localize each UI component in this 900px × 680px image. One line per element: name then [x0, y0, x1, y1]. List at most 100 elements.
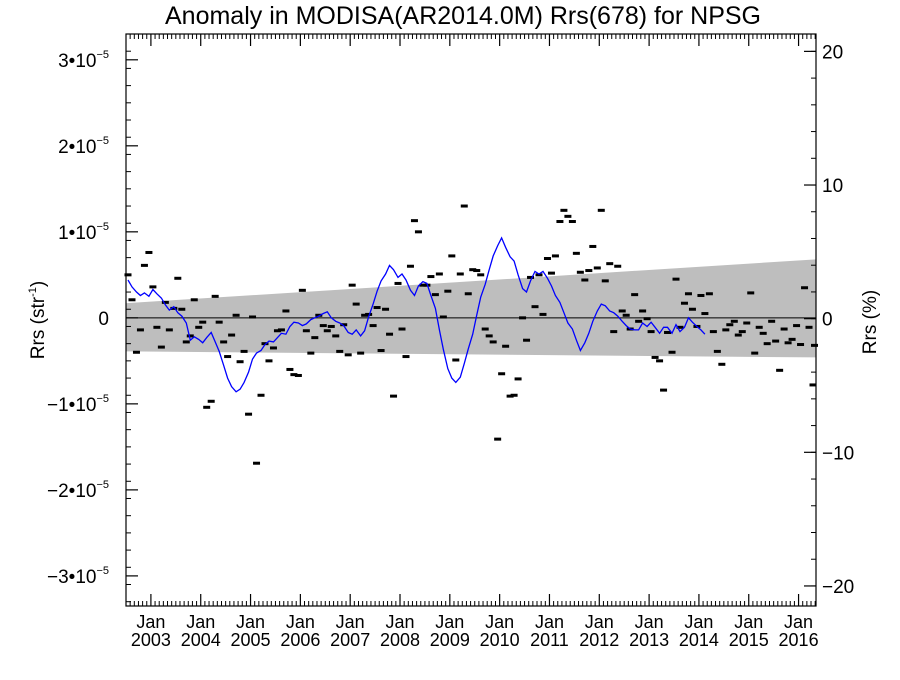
anomaly-point	[701, 312, 709, 316]
anomaly-point	[680, 301, 688, 305]
anomaly-point	[506, 394, 514, 398]
anomaly-point	[161, 300, 169, 304]
x-tick-label-year: 2003	[131, 630, 171, 650]
anomaly-point	[585, 269, 593, 273]
anomaly-point	[788, 337, 796, 341]
anomaly-point	[452, 358, 460, 362]
anomaly-point	[639, 309, 647, 313]
anomaly-point	[344, 353, 352, 357]
anomaly-point	[564, 214, 572, 218]
right-tick-label: 10	[822, 176, 843, 197]
anomaly-point	[622, 313, 630, 317]
anomaly-point	[793, 324, 801, 328]
anomaly-point	[805, 325, 813, 329]
anomaly-point	[357, 351, 365, 355]
anomaly-point	[386, 332, 394, 336]
x-tick-label-month: Jan	[784, 612, 813, 632]
anomaly-point	[373, 306, 381, 310]
x-tick-label-year: 2015	[729, 630, 769, 650]
left-tick-label: −1•10−5	[47, 393, 109, 416]
anomaly-point	[535, 273, 543, 277]
anomaly-point	[273, 329, 281, 333]
anomaly-point	[597, 208, 605, 212]
anomaly-point	[780, 327, 788, 331]
anomaly-point	[307, 351, 315, 355]
anomaly-point	[311, 336, 319, 340]
anomaly-point	[614, 264, 622, 268]
anomaly-point	[743, 321, 751, 325]
anomaly-point	[402, 355, 410, 359]
anomaly-point	[199, 320, 207, 324]
anomaly-point	[410, 219, 418, 223]
anomaly-point	[140, 263, 148, 267]
anomaly-point	[228, 333, 236, 337]
anomaly-point	[215, 320, 223, 324]
anomaly-point	[527, 275, 535, 279]
anomaly-point	[195, 325, 203, 329]
anomaly-point	[427, 275, 435, 279]
x-tick-label-year: 2005	[231, 630, 271, 650]
anomaly-point	[132, 350, 140, 354]
anomaly-point	[240, 349, 248, 353]
anomaly-point	[684, 292, 692, 296]
anomaly-point	[157, 345, 165, 349]
anomaly-point	[186, 334, 194, 338]
anomaly-point	[489, 340, 497, 344]
anomaly-point	[382, 307, 390, 311]
anomaly-point	[510, 393, 518, 397]
anomaly-point	[697, 293, 705, 297]
anomaly-point	[439, 315, 447, 319]
anomaly-point	[801, 286, 809, 290]
left-axis: 3•10−5 2•10−5 1•10−5 0 −1•10−5 −2•10−5 −3•10−5	[47, 49, 138, 603]
anomaly-point	[352, 302, 360, 306]
x-tick-label-year: 2012	[579, 630, 619, 650]
anomaly-point	[543, 256, 551, 260]
anomaly-point	[709, 330, 717, 334]
anomaly-point	[738, 330, 746, 334]
anomaly-point	[514, 377, 522, 381]
anomaly-point	[361, 313, 369, 317]
anomaly-point	[340, 323, 348, 327]
anomaly-point	[460, 204, 468, 208]
x-tick-label-month: Jan	[734, 612, 763, 632]
anomaly-point	[568, 220, 576, 224]
anomaly-point	[610, 330, 618, 334]
anomaly-point	[332, 334, 340, 338]
x-tick-label-year: 2016	[779, 630, 819, 650]
anomaly-point	[456, 272, 464, 276]
anomaly-point	[635, 319, 643, 323]
x-tick-label-month: Jan	[385, 612, 414, 632]
anomaly-point	[224, 355, 232, 359]
anomaly-point	[464, 292, 472, 296]
x-tick-label-year: 2010	[480, 630, 520, 650]
anomaly-point	[672, 277, 680, 281]
anomaly-point	[551, 254, 559, 258]
anomaly-point	[286, 367, 294, 371]
anomaly-point	[556, 220, 564, 224]
anomaly-point	[431, 293, 439, 297]
left-tick-label: −2•10−5	[47, 479, 109, 502]
anomaly-point	[369, 324, 377, 328]
x-tick-label-month: Jan	[435, 612, 464, 632]
anomaly-point	[298, 288, 306, 292]
anomaly-point	[327, 324, 335, 328]
anomaly-point	[656, 359, 664, 363]
anomaly-point	[751, 351, 759, 355]
anomaly-point	[269, 346, 277, 350]
anomaly-point	[660, 388, 668, 392]
left-tick-label: 2•10−5	[58, 135, 109, 158]
left-tick-label: 1•10−5	[58, 221, 109, 244]
anomaly-point	[755, 325, 763, 329]
x-tick-label-month: Jan	[186, 612, 215, 632]
anomaly-point	[170, 306, 178, 310]
anomaly-point	[336, 349, 344, 353]
x-tick-label-month: Jan	[635, 612, 664, 632]
anomaly-point	[245, 412, 253, 416]
anomaly-point	[768, 319, 776, 323]
right-axis: 20 10 0 −10 −20	[804, 42, 854, 598]
anomaly-point	[444, 289, 452, 293]
x-tick-label-month: Jan	[136, 612, 165, 632]
anomaly-point	[676, 325, 684, 329]
left-tick-label: −3•10−5	[47, 565, 109, 588]
